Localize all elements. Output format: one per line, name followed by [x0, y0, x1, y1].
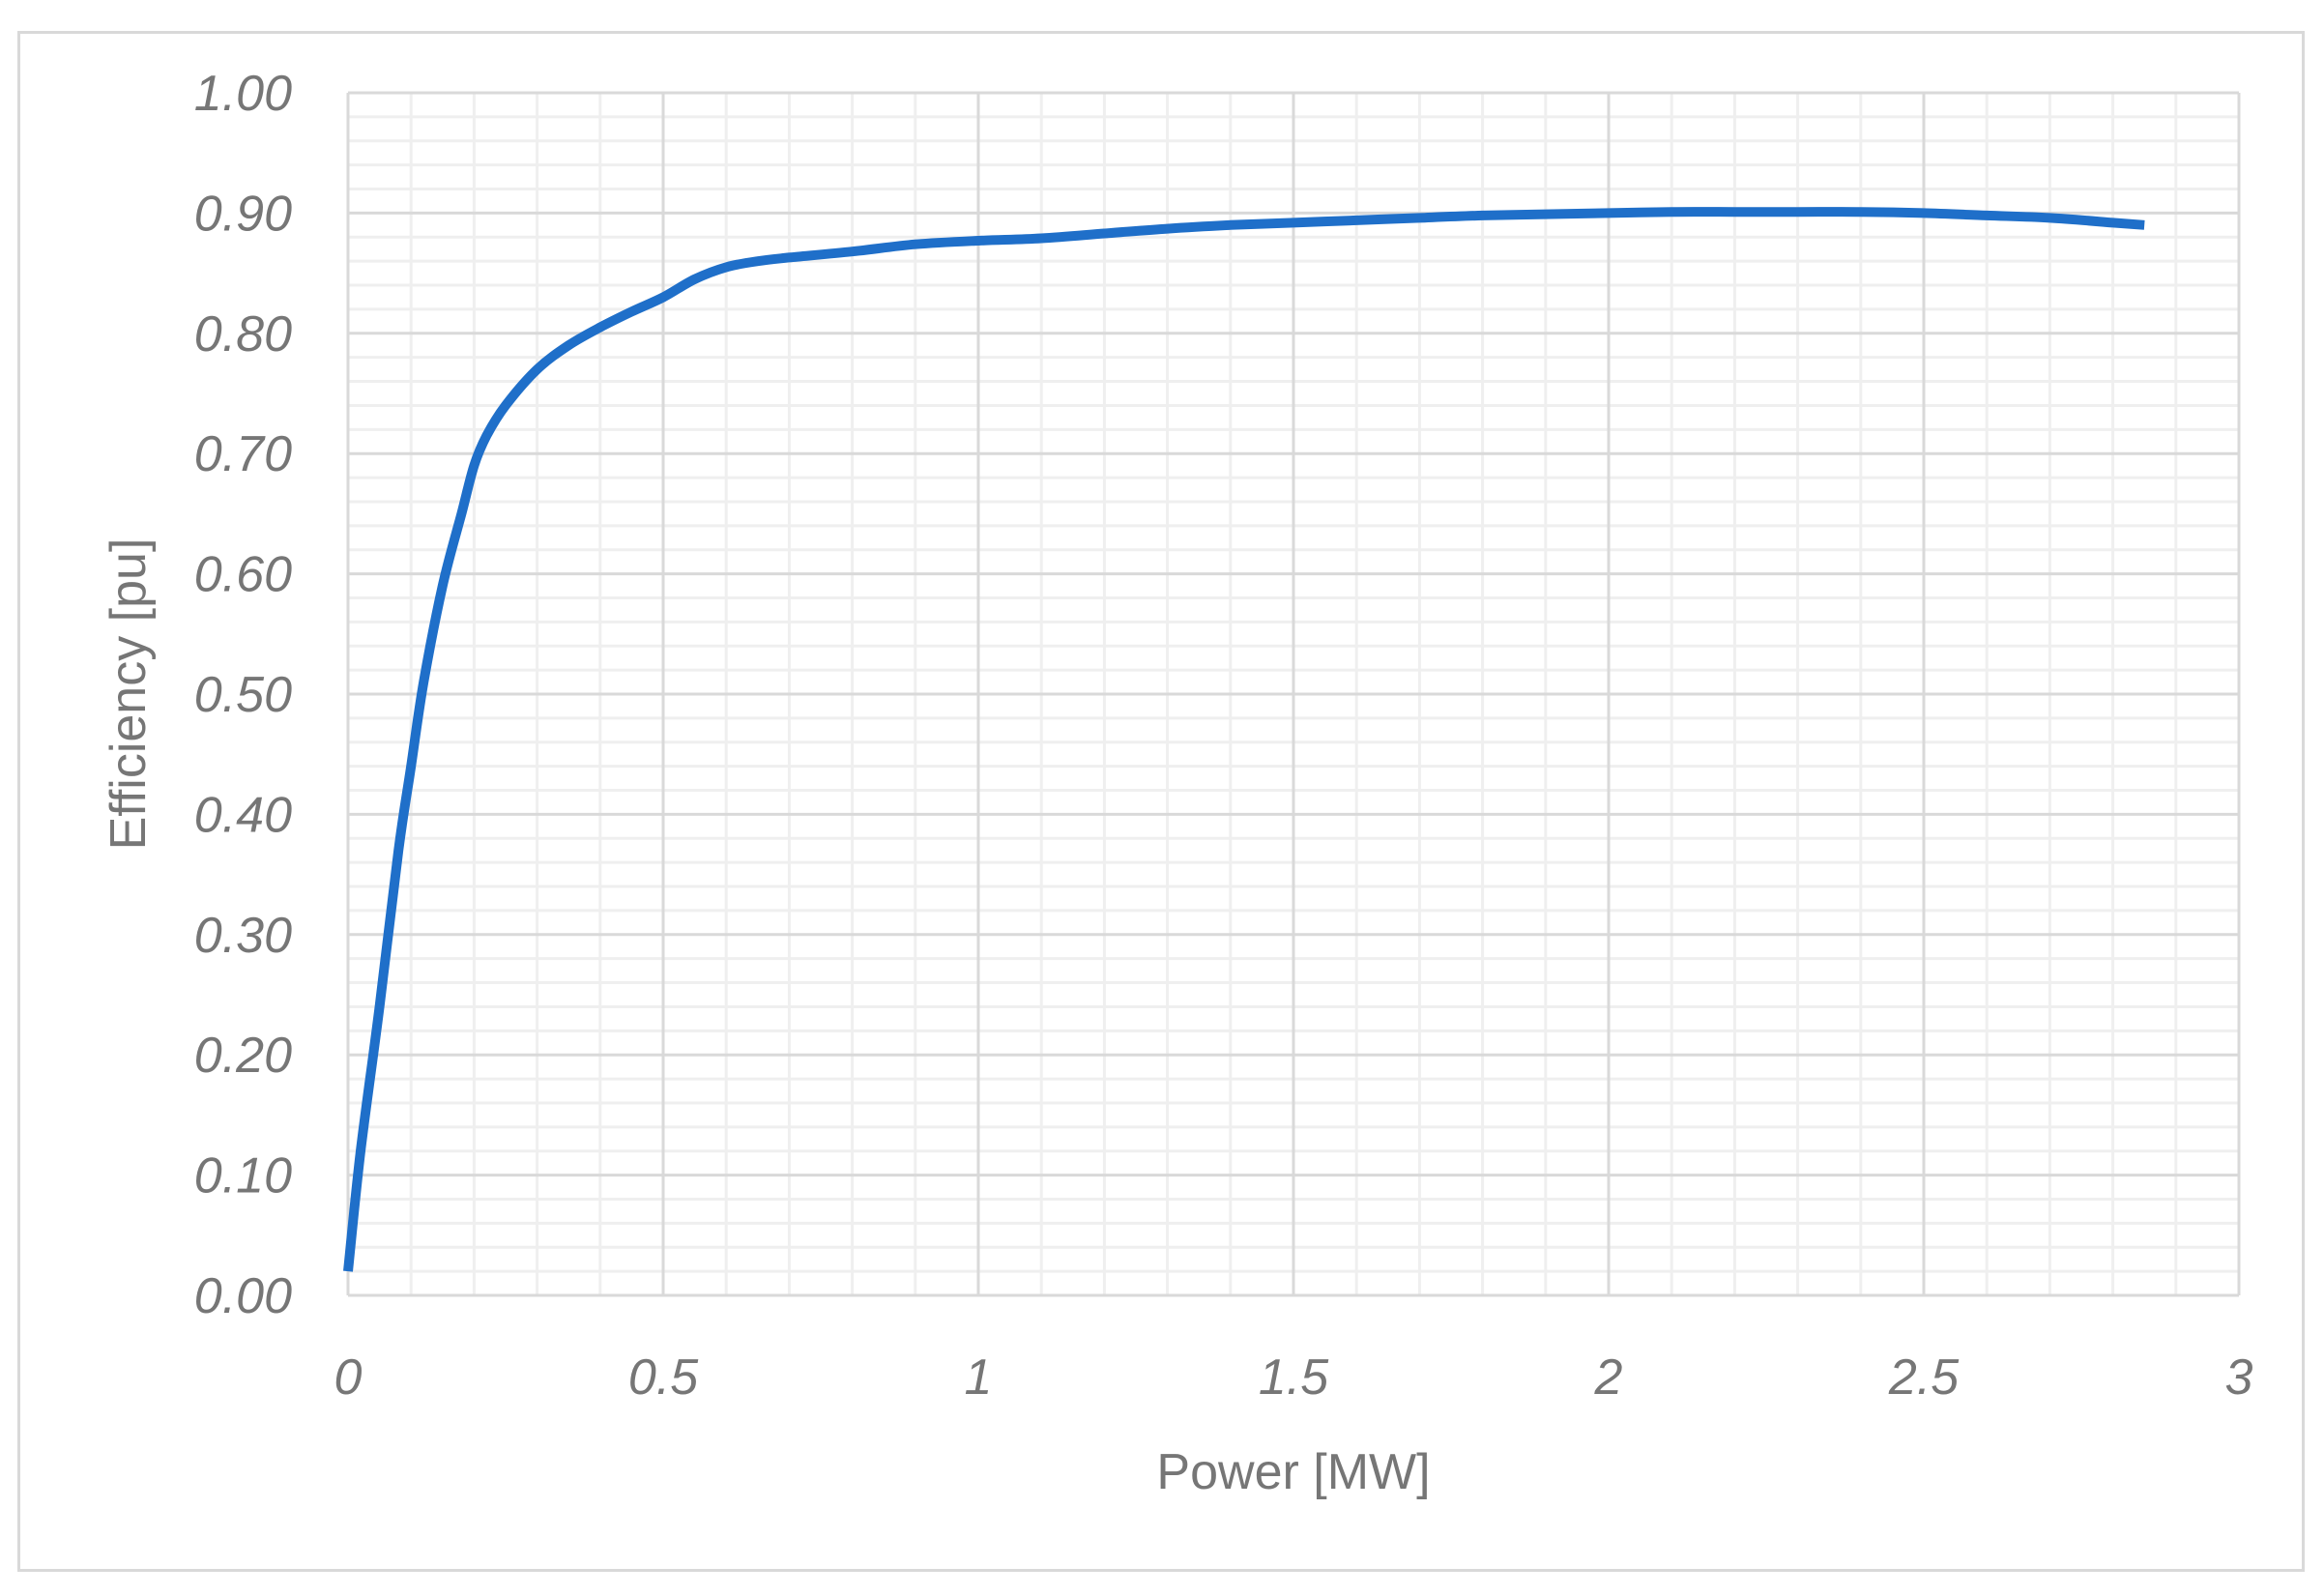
x-axis-tick-labels: 0 0.5 1 1.5 2 2.5 3 [334, 1349, 2253, 1406]
major-grid [346, 91, 2241, 1297]
x-tick-label: 0.5 [628, 1349, 699, 1406]
y-tick-label: 0.10 [194, 1148, 292, 1204]
efficiency-series-line [343, 207, 2145, 1272]
y-tick-label: 0.40 [194, 787, 292, 843]
x-tick-label: 1.5 [1259, 1349, 1329, 1406]
x-tick-label: 1 [965, 1349, 993, 1406]
y-tick-label: 0.80 [194, 306, 292, 363]
y-tick-label: 0.50 [194, 667, 292, 723]
y-axis-title: Efficiency [pu] [101, 538, 157, 851]
y-tick-label: 1.00 [194, 66, 292, 122]
y-axis-tick-labels: 0.00 0.10 0.20 0.30 0.40 0.50 0.60 0.70 0.80 0.90… [194, 66, 292, 1324]
x-tick-label: 2 [1594, 1349, 1623, 1406]
y-tick-label: 0.00 [194, 1268, 292, 1324]
x-tick-label: 2.5 [1888, 1349, 1960, 1406]
x-tick-label: 0 [334, 1349, 363, 1406]
x-axis-title: Power [MW] [1156, 1444, 1430, 1500]
x-tick-label: 3 [2225, 1349, 2253, 1406]
y-tick-label: 0.30 [194, 908, 292, 964]
y-tick-label: 0.20 [194, 1028, 292, 1084]
y-tick-label: 0.70 [194, 426, 292, 482]
y-tick-label: 0.90 [194, 186, 292, 242]
y-tick-label: 0.60 [194, 547, 292, 603]
